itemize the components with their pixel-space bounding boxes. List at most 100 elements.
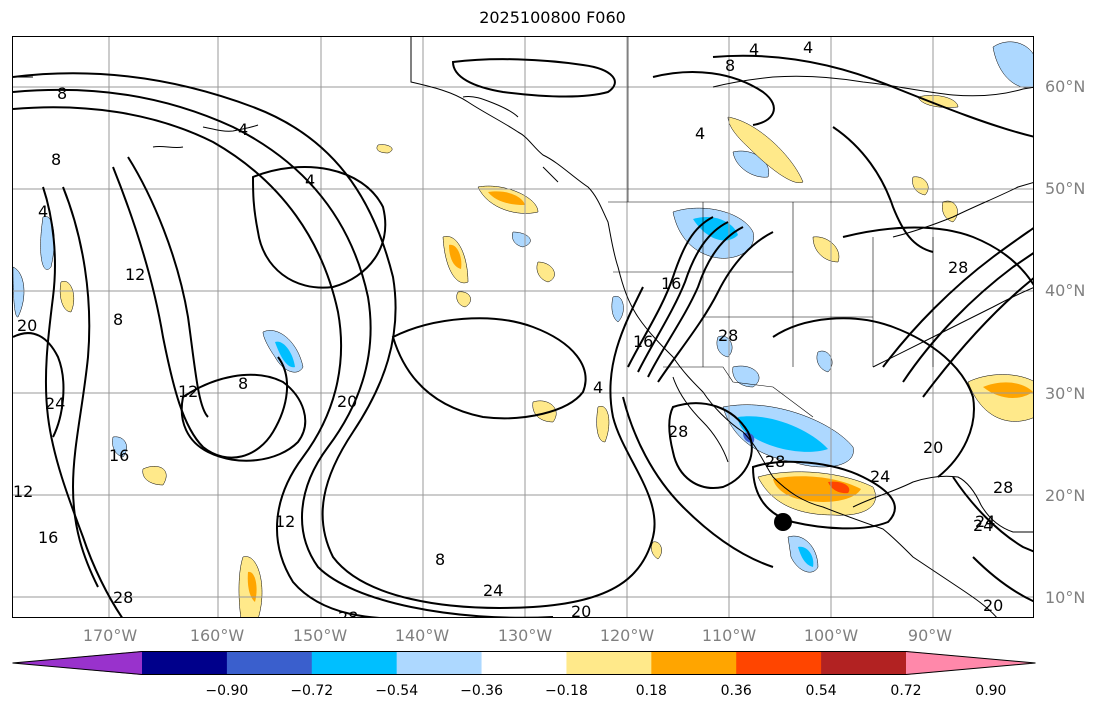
shade-neg (816, 350, 833, 373)
shade-pos (727, 116, 804, 184)
lon-label-130w: 130°W (497, 626, 553, 645)
contour-label: 8 (238, 374, 248, 393)
shade-pos (942, 200, 958, 223)
contour-label: 24 (483, 581, 503, 600)
contour-label: 20 (571, 602, 591, 618)
lat-label-10n: 10°N (1045, 588, 1086, 607)
shade-pos (912, 176, 929, 196)
graticule (13, 37, 1033, 617)
lat-label-30n: 30°N (1045, 384, 1086, 403)
lon-label-90w: 90°W (907, 626, 953, 645)
shade-pos-core (983, 382, 1033, 399)
shaded-field (13, 41, 1033, 617)
colorbar-segment (226, 651, 313, 675)
contour-label: 4 (749, 40, 759, 59)
contour-label: 20 (337, 392, 357, 411)
shade-pos-hot (828, 481, 850, 494)
contour-label: 8 (57, 84, 67, 103)
contour-label: 4 (305, 171, 315, 190)
contour-label: 4 (803, 38, 813, 57)
shade-pos (651, 541, 662, 560)
contour-label: 12 (275, 512, 295, 531)
contour-label: 28 (948, 258, 968, 277)
contour-label: 28 (765, 452, 785, 471)
colorbar-tick-label: 0.90 (975, 683, 1007, 699)
lat-label-60n: 60°N (1045, 77, 1086, 96)
contour-label: 16 (109, 446, 129, 465)
colorbar-segment (566, 651, 652, 675)
contour-label: 28 (113, 588, 133, 607)
shade-pos-core (247, 571, 257, 602)
lon-label-160w: 160°W (189, 626, 245, 645)
contour-label: 12 (178, 382, 198, 401)
colorbar-tick-label: −0.54 (375, 683, 419, 699)
contour-label: 28 (668, 422, 688, 441)
contour-label: 24 (973, 516, 993, 535)
colorbar-extend-high (906, 651, 1036, 675)
storm-center-dot (774, 513, 792, 531)
contour-label: 4 (238, 120, 248, 139)
colorbar-tick-label: −0.90 (205, 683, 249, 699)
colorbar-segment (396, 651, 483, 675)
colorbar-tick-label: 0.54 (805, 683, 837, 699)
lon-label-140w: 140°W (394, 626, 450, 645)
shade-pos-core (449, 244, 462, 269)
colorbar-tick-label: −0.72 (290, 683, 334, 699)
colorbar-segment (736, 651, 822, 675)
colorbar-extend-low (12, 651, 142, 675)
contour-label: 28 (993, 478, 1013, 497)
lat-label-20n: 20°N (1045, 486, 1086, 505)
colorbar-segment (142, 651, 228, 675)
contours (13, 54, 1033, 617)
contour-label: 8 (435, 550, 445, 569)
colorbar-segment (651, 651, 737, 675)
shade-neg (13, 266, 25, 318)
shade-pos (142, 466, 167, 486)
colorbar-tick-label: 0.72 (890, 683, 922, 699)
shade-pos (376, 144, 393, 154)
contour-label: 20 (983, 596, 1003, 615)
lon-label-120w: 120°W (599, 626, 655, 645)
contour-label: 4 (593, 378, 603, 397)
contour-label: 8 (725, 56, 735, 75)
contour-labels: 4 4 4 4 4 8 8 8 8 8 4 12 12 12 16 16 20 … (13, 38, 1013, 618)
lon-label-110w: 110°W (701, 626, 757, 645)
shade-neg (732, 365, 760, 388)
contour-label: 24 (45, 394, 65, 413)
lon-label-100w: 100°W (803, 626, 859, 645)
contour-label: 28 (338, 608, 358, 618)
colorbar-svg (12, 651, 1036, 675)
contour-label: 16 (633, 332, 653, 351)
map-panel: 4 4 4 4 4 8 8 8 8 8 4 12 12 12 16 16 20 … (12, 36, 1034, 618)
contour-label: 20 (17, 316, 37, 335)
shade-pos (812, 236, 840, 263)
colorbar-tick-label: 0.36 (720, 683, 752, 699)
map-canvas: 4 4 4 4 4 8 8 8 8 8 4 12 12 12 16 16 20 … (13, 37, 1033, 618)
political-borders (608, 37, 1033, 418)
contour-label: 16 (38, 528, 58, 547)
colorbar-tick-label: 0.18 (635, 683, 667, 699)
contour-label: 16 (661, 274, 681, 293)
contour-label: 4 (695, 124, 705, 143)
shade-pos (917, 95, 959, 108)
shade-neg (611, 295, 624, 323)
map-title: 2025100800 F060 (479, 8, 626, 27)
colorbar (12, 651, 1036, 675)
shade-neg-core (798, 546, 814, 567)
colorbar-tick-label: −0.36 (460, 683, 503, 699)
shade-neg (992, 41, 1033, 89)
contour-label: 24 (870, 467, 890, 486)
shade-pos (456, 291, 471, 308)
colorbar-outline (12, 651, 1036, 675)
shade-pos (59, 280, 75, 313)
shade-neg (112, 436, 127, 458)
colorbar-segment (821, 651, 907, 675)
contour-label: 12 (13, 482, 33, 501)
shade-pos (967, 374, 1033, 422)
shade-neg (512, 231, 531, 248)
shade-pos-core (488, 191, 525, 205)
colorbar-segment (311, 651, 398, 675)
contour-label: 4 (38, 202, 48, 221)
colorbar-segment (481, 651, 567, 675)
shade-pos (596, 406, 610, 443)
